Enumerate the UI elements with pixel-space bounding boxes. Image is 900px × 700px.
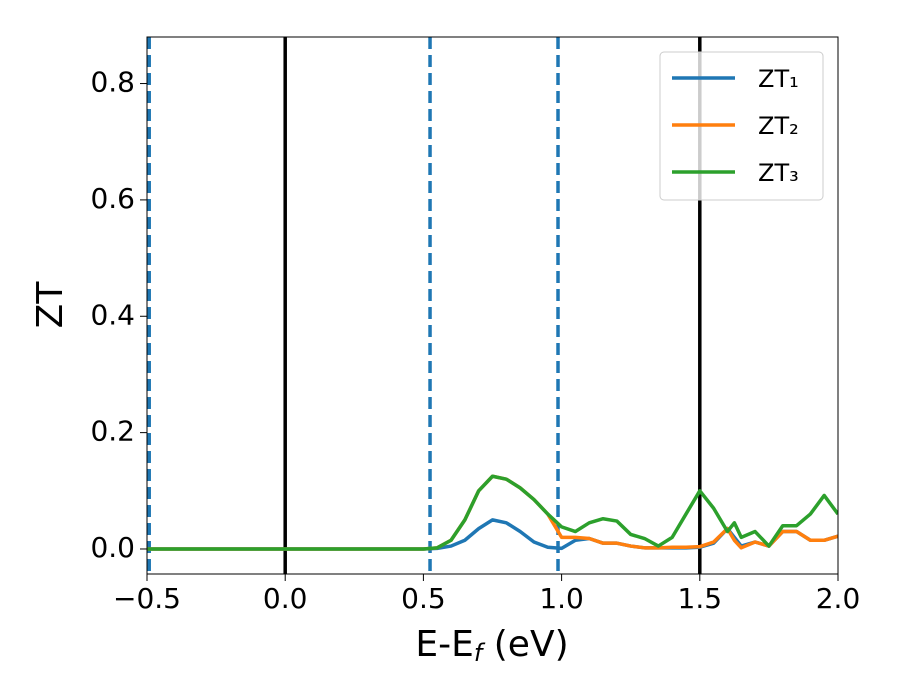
axes-frame	[146, 36, 839, 575]
y-tick-label: 0.6	[90, 182, 135, 215]
legend-box	[659, 51, 824, 201]
x-tick-label: −0.5	[113, 582, 181, 615]
x-tick-label: 0.0	[263, 582, 308, 615]
y-tick-label: 0.4	[90, 298, 135, 331]
x-tick-label: 2.0	[816, 582, 861, 615]
y-tick-label: 0.0	[90, 531, 135, 564]
x-axis-label: E-Ef (eV)	[415, 624, 568, 667]
y-tick-label: 0.8	[90, 66, 135, 99]
x-tick-label: 0.5	[401, 582, 446, 615]
x-tick-label: 1.5	[678, 582, 723, 615]
legend-label: ZT₃	[758, 159, 799, 187]
legend-label: ZT₂	[758, 112, 799, 140]
y-tick-label: 0.2	[90, 415, 135, 448]
legend: ZT₁ ZT₂ ZT₃	[659, 51, 824, 201]
x-tick-label: 1.0	[539, 582, 584, 615]
y-axis-label: ZT	[30, 281, 71, 329]
legend-label: ZT₁	[758, 65, 799, 93]
series-line	[147, 474, 838, 551]
series-line	[147, 474, 838, 551]
